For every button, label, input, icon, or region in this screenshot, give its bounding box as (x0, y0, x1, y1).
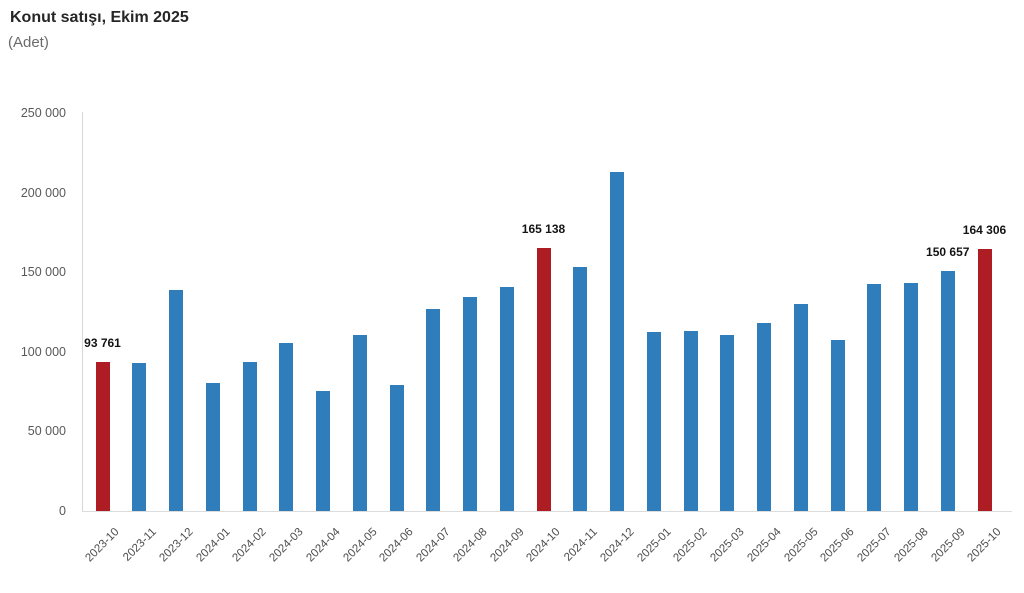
x-axis-tick-label: 2023-10 (83, 526, 122, 565)
bar-2025-01[interactable] (646, 332, 661, 511)
bar-2024-11[interactable] (573, 267, 588, 511)
bar-2025-09[interactable] (940, 271, 955, 511)
x-axis-tick-label: 2025-04 (745, 526, 784, 565)
x-axis-tick-label: 2024-01 (193, 526, 233, 565)
x-axis-tick-label: 2023-12 (157, 526, 196, 565)
bar-value-label: 164 306 (962, 223, 1007, 238)
x-axis-tick-label: 2024-02 (230, 526, 269, 565)
bar-2023-12[interactable] (169, 290, 183, 511)
x-axis-tick-label: 2024-11 (562, 526, 600, 564)
bar-2025-10[interactable] (977, 249, 992, 511)
bar-2024-10[interactable] (536, 248, 551, 511)
bar-2024-09[interactable] (499, 286, 514, 511)
y-axis-tick-label: 150 000 (20, 265, 66, 280)
x-axis-tick-label: 2025-02 (671, 526, 710, 565)
x-axis-tick-label: 2024-09 (487, 526, 527, 565)
x-axis-tick-label: 2025-03 (708, 526, 747, 565)
x-axis-tick-label: 2025-09 (928, 526, 968, 565)
y-axis-tick-label: 0 (59, 504, 66, 518)
bar-2023-10[interactable] (95, 361, 110, 511)
y-axis-tick-label: 100 000 (20, 344, 66, 359)
bar-2024-08[interactable] (463, 297, 477, 511)
x-axis-tick-label: 2024-10 (524, 526, 563, 565)
bar-2025-07[interactable] (867, 283, 882, 511)
x-axis-tick-label: 2024-04 (304, 526, 343, 565)
bar-2024-07[interactable] (426, 308, 441, 511)
x-axis-line (82, 511, 1012, 512)
x-axis-tick-label: 2025-01 (634, 526, 674, 565)
y-axis-tick-label: 50 000 (27, 424, 66, 439)
x-axis-tick-label: 2025-10 (965, 526, 1004, 565)
bar-2025-03[interactable] (720, 334, 735, 511)
x-axis-tick-label: 2023-11 (121, 526, 159, 564)
y-axis-tick-label: 200 000 (20, 185, 66, 200)
bar-value-label: 150 657 (926, 245, 970, 260)
y-axis-line (82, 112, 83, 511)
bar-2024-06[interactable] (389, 384, 404, 511)
x-axis-tick-label: 2024-07 (414, 526, 453, 565)
x-axis-tick-label: 2025-08 (892, 526, 931, 565)
chart-title: Konut satışı, Ekim 2025 (10, 9, 189, 26)
x-axis-tick-label: 2025-06 (818, 526, 857, 565)
bar-2025-05[interactable] (793, 304, 808, 511)
y-axis-tick-label: 250 000 (20, 106, 66, 120)
bar-2025-02[interactable] (683, 331, 698, 511)
bar-2024-12[interactable] (610, 172, 624, 511)
bar-2025-04[interactable] (757, 322, 771, 511)
x-axis-tick-label: 2024-12 (598, 526, 637, 565)
x-axis-tick-label: 2025-07 (855, 526, 894, 565)
x-axis-tick-label: 2025-05 (781, 526, 821, 565)
bar-value-label: 93 761 (84, 335, 121, 350)
bar-2025-06[interactable] (830, 339, 845, 511)
bar-2024-03[interactable] (279, 343, 294, 511)
chart-subtitle: (Adet) (8, 34, 49, 51)
bar-2024-05[interactable] (352, 334, 367, 511)
x-axis-tick-label: 2024-08 (451, 526, 490, 565)
bar-2023-11[interactable] (132, 362, 147, 511)
x-axis-tick-label: 2024-06 (377, 526, 416, 565)
bar-2024-04[interactable] (316, 390, 330, 511)
bar-2024-01[interactable] (205, 383, 220, 511)
bar-2025-08[interactable] (904, 282, 918, 511)
bar-2024-02[interactable] (242, 361, 257, 511)
x-axis-tick-label: 2024-05 (340, 526, 380, 565)
x-axis-tick-label: 2024-03 (267, 526, 306, 565)
bar-value-label: 165 138 (521, 222, 566, 237)
